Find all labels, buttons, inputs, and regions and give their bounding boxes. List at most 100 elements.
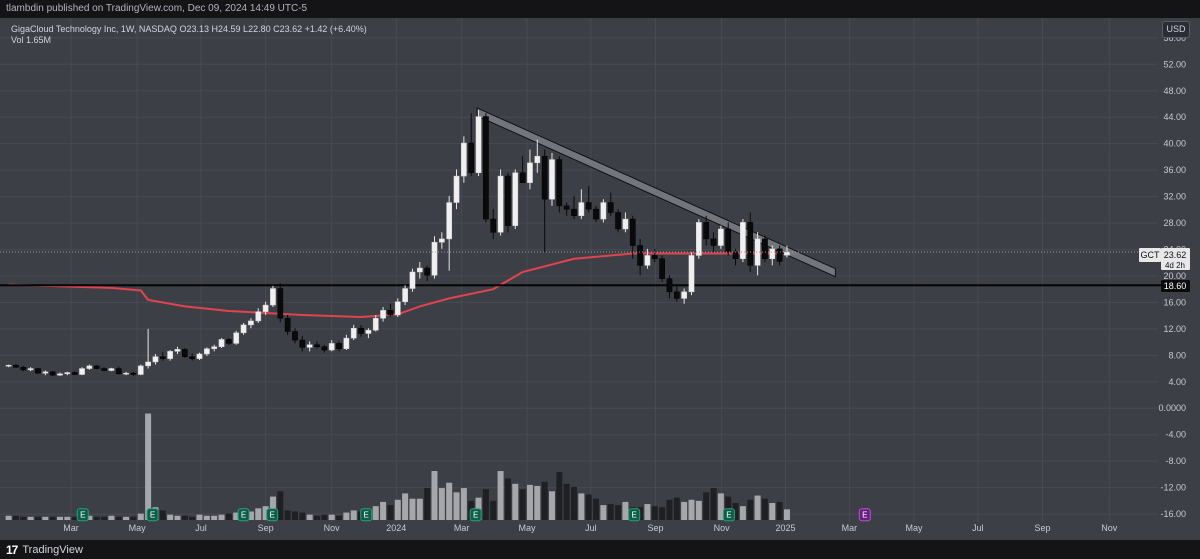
volume-bar bbox=[526, 484, 533, 521]
last-price-value: 23.62 bbox=[1164, 250, 1187, 260]
time-tick-label: Sep bbox=[258, 523, 274, 533]
volume-bar bbox=[350, 510, 357, 521]
candle-body bbox=[13, 364, 19, 368]
candle-body bbox=[703, 222, 710, 240]
volume-bar bbox=[145, 413, 152, 521]
volume-bar bbox=[93, 516, 100, 521]
candle-body bbox=[42, 371, 49, 374]
volume-bar bbox=[189, 516, 196, 521]
time-tick-label: Mar bbox=[63, 523, 79, 533]
candle-body bbox=[527, 162, 533, 183]
candle-body bbox=[270, 288, 276, 306]
volume-bar bbox=[314, 515, 321, 521]
volume-bar bbox=[108, 515, 115, 521]
candle-body bbox=[475, 116, 482, 174]
candle-body bbox=[108, 368, 115, 371]
price-tick-label: -8.00 bbox=[1165, 456, 1186, 466]
candle-body bbox=[115, 368, 122, 375]
volume-bar bbox=[137, 513, 144, 521]
candle-body bbox=[130, 372, 137, 375]
candle-body bbox=[189, 356, 196, 359]
volume-bar bbox=[600, 505, 607, 521]
volume-bar bbox=[593, 498, 600, 521]
volume-bar bbox=[130, 516, 137, 521]
tradingview-brand[interactable]: 17 TradingView bbox=[6, 543, 83, 557]
tradingview-logo-icon: 17 bbox=[6, 543, 18, 557]
last-price-tag-bg bbox=[1161, 248, 1190, 270]
time-tick-label: Jul bbox=[195, 523, 207, 533]
candle-body bbox=[585, 202, 592, 210]
candle-body bbox=[211, 346, 218, 349]
candle-body bbox=[695, 222, 702, 256]
volume-bar bbox=[12, 515, 19, 521]
candle-body bbox=[416, 267, 423, 273]
earnings-marker-label: E bbox=[726, 511, 731, 520]
time-axis[interactable]: Mar May Jul Sep Nov 2024 Mar May Jul Sep Nov 2025 Ma… bbox=[63, 523, 1118, 533]
volume-bar bbox=[431, 471, 438, 521]
volume-bar bbox=[622, 501, 629, 521]
candle-body bbox=[673, 291, 680, 299]
price-tick-label: 20.00 bbox=[1163, 271, 1186, 281]
candle-body bbox=[306, 344, 313, 348]
volume-bar bbox=[34, 516, 41, 521]
time-tick-label: May bbox=[905, 523, 923, 533]
candle-body bbox=[49, 371, 56, 376]
price-tick-label: 36.00 bbox=[1163, 165, 1186, 175]
volume-bar bbox=[607, 504, 614, 521]
time-tick-label: Jul bbox=[972, 523, 984, 533]
earnings-marker-icon bbox=[237, 508, 250, 522]
volume-bar bbox=[681, 501, 688, 521]
time-tick-label: Nov bbox=[714, 523, 731, 533]
candle-body bbox=[644, 255, 651, 266]
volume-label: Vol bbox=[11, 35, 24, 45]
candle-body bbox=[461, 142, 467, 177]
candle-body bbox=[762, 238, 768, 260]
earnings-marker-label: E bbox=[270, 511, 275, 520]
candle-body bbox=[240, 324, 247, 334]
candle-body bbox=[159, 356, 166, 359]
price-tick-label: 28.00 bbox=[1163, 218, 1186, 228]
candle-body bbox=[204, 348, 210, 355]
candle-body bbox=[446, 202, 453, 240]
volume-bar bbox=[49, 516, 56, 521]
price-tick-label: 52.00 bbox=[1163, 59, 1186, 69]
candle-body bbox=[622, 218, 629, 230]
price-tick-label: -4.00 bbox=[1165, 430, 1186, 440]
price-tick-label: 44.00 bbox=[1163, 112, 1186, 122]
volume-bar bbox=[548, 491, 555, 521]
price-tick-label: 48.00 bbox=[1163, 86, 1186, 96]
candle-body bbox=[549, 159, 555, 200]
ma-line bbox=[8, 252, 795, 319]
candle-body bbox=[101, 368, 107, 371]
candle-body bbox=[732, 251, 739, 260]
candle-body bbox=[571, 208, 577, 217]
earnings-marker-label: E bbox=[632, 511, 637, 520]
candle-body bbox=[152, 356, 159, 363]
volume-bar bbox=[328, 514, 335, 521]
candle-body bbox=[137, 365, 144, 375]
volume-bar bbox=[783, 509, 790, 521]
volume-bar bbox=[255, 508, 262, 521]
volume-bar bbox=[644, 504, 651, 521]
volume-bar bbox=[181, 515, 188, 521]
candle-body bbox=[637, 245, 643, 266]
candle-body bbox=[93, 365, 100, 369]
candle-body bbox=[651, 255, 658, 260]
volume-bar bbox=[86, 515, 93, 521]
currency-button[interactable]: USD bbox=[1162, 21, 1190, 38]
candle-body bbox=[431, 241, 438, 276]
candle-body bbox=[299, 339, 306, 348]
candle-body bbox=[196, 353, 203, 359]
volume-bar bbox=[673, 497, 680, 521]
volume-bar bbox=[306, 514, 313, 521]
volume-bar bbox=[336, 515, 343, 521]
candle-body bbox=[64, 372, 71, 375]
trend-channel bbox=[476, 107, 836, 278]
candle-body bbox=[174, 349, 181, 352]
candle-body bbox=[402, 288, 408, 302]
candle-body bbox=[277, 288, 284, 319]
open-value: 23.13 bbox=[186, 24, 209, 34]
time-tick-label: Sep bbox=[648, 523, 664, 533]
